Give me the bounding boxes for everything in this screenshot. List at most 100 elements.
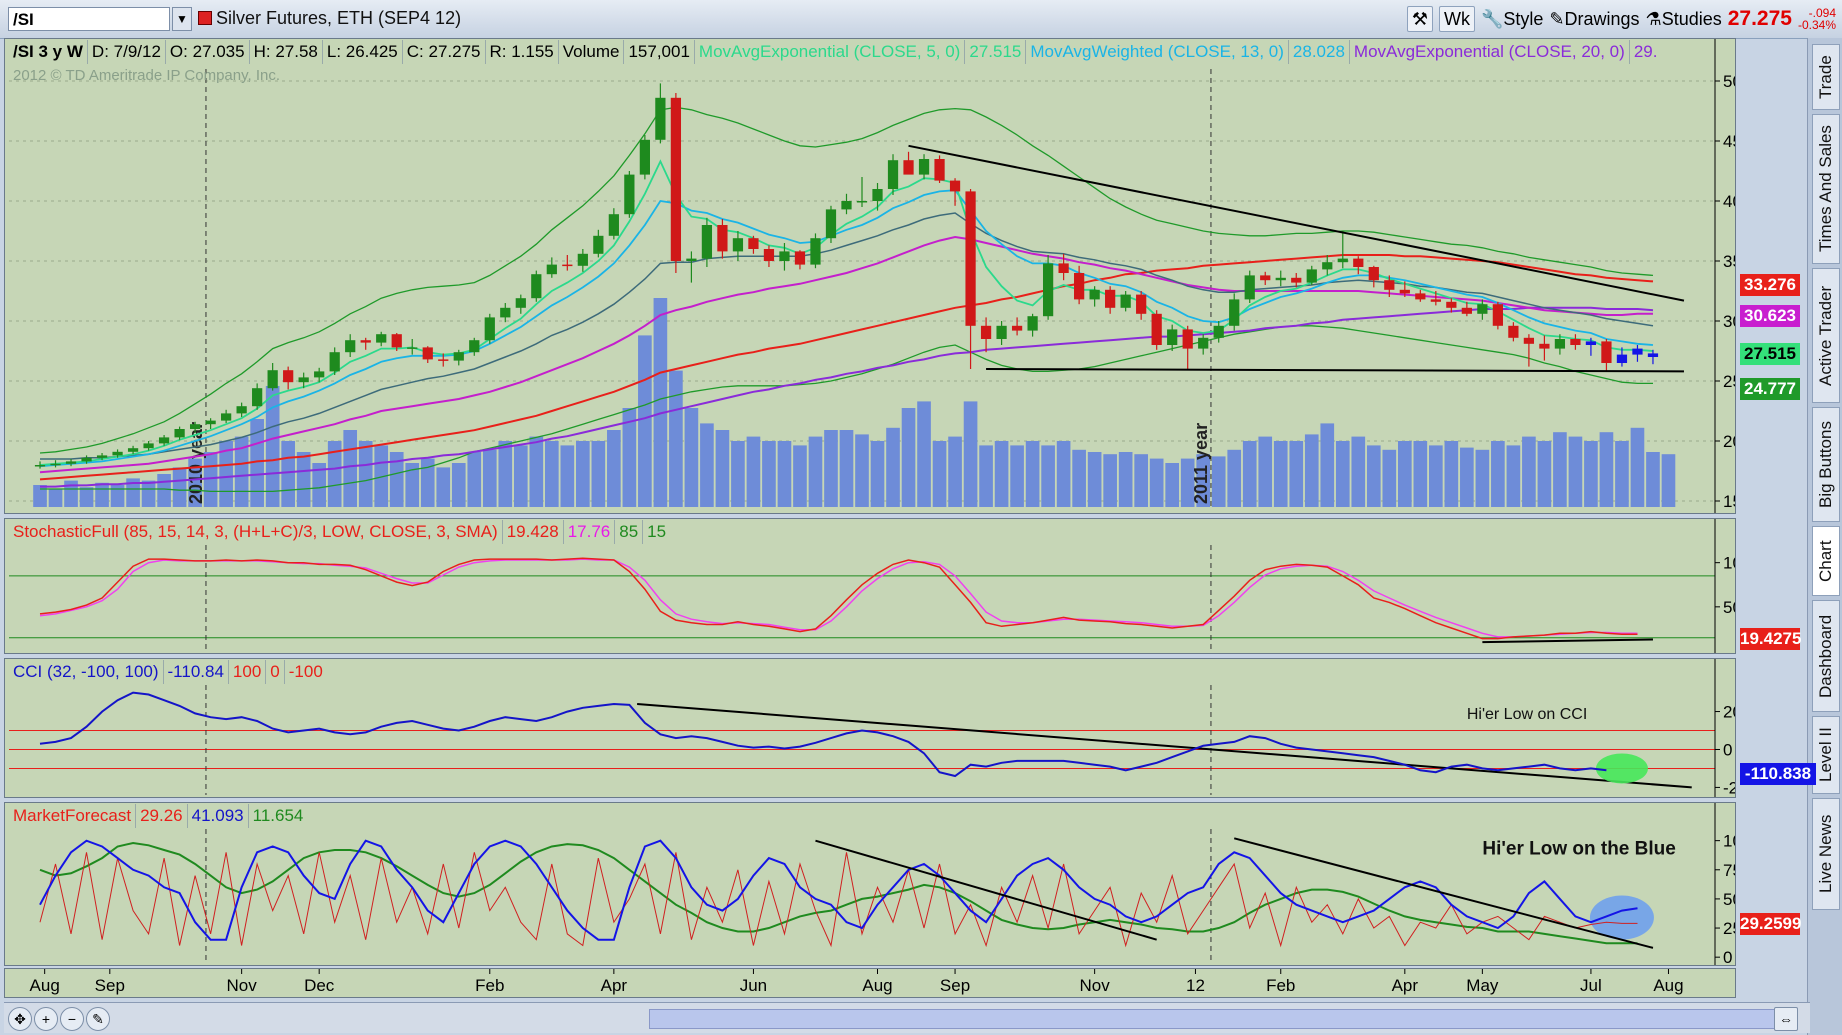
cci-value-1: -110.84 [164, 660, 229, 684]
drawing-tool-icon[interactable]: ✎ [86, 1007, 110, 1031]
candle-body [221, 413, 232, 421]
candle-body [500, 307, 511, 318]
cci-chart-svg[interactable]: Hi'er Low on CCI 200 0 -200 [5, 659, 1735, 797]
tools-icon[interactable]: ⚒ [1406, 6, 1433, 32]
symbol-input[interactable]: /SI [8, 7, 170, 31]
tab-live-news[interactable]: Live News [1812, 798, 1840, 910]
style-button[interactable]: 🔧Style [1480, 8, 1544, 29]
tab-trade[interactable]: Trade [1812, 44, 1840, 110]
candle-body [577, 253, 588, 266]
stoch-tick-label: 100 [1723, 554, 1735, 573]
candle-body [779, 251, 790, 261]
wma13-label[interactable]: MovAvgWeighted (CLOSE, 13, 0) [1026, 40, 1289, 64]
volume-bar [1320, 423, 1335, 507]
candle-body [794, 251, 806, 265]
pan-icon[interactable]: ✥ [8, 1007, 32, 1031]
mf-chart-svg[interactable]: Hi'er Low on the Blue 100 75 50 25 0 [5, 803, 1735, 965]
candle-body [438, 359, 449, 361]
ema20-label[interactable]: MovAvgExponential (CLOSE, 20, 0) [1350, 40, 1630, 64]
time-axis: Aug Sep Nov Dec Feb Apr Jun Aug Sep Nov 12 Feb Apr Ma… [4, 968, 1736, 998]
volume-bar [1646, 452, 1660, 507]
volume-bar [48, 489, 63, 507]
tab-level-ii[interactable]: Level II [1812, 716, 1840, 794]
zoom-out-icon[interactable]: − [60, 1007, 84, 1031]
candle-body [1011, 325, 1023, 331]
time-tick-label: Sep [940, 976, 970, 995]
tab-big-buttons[interactable]: Big Buttons [1812, 407, 1840, 522]
candle-body [236, 406, 247, 414]
volume-bar [1118, 452, 1133, 507]
candle-body [903, 160, 914, 175]
candle-body [1074, 273, 1085, 300]
volume-bar [653, 298, 668, 507]
candle-body [841, 201, 852, 210]
zoom-in-icon[interactable]: + [34, 1007, 58, 1031]
stoch-tick-label: 50 [1723, 598, 1735, 617]
candle-body [686, 258, 697, 261]
candle-body [1508, 325, 1519, 338]
scrollbar-thumb[interactable] [649, 1009, 1781, 1029]
ma-purple-line [40, 306, 1654, 488]
scroll-arrows-icon[interactable]: ⇔ [1774, 1007, 1798, 1031]
volume-bar [777, 441, 792, 507]
volume-bar [1056, 441, 1071, 507]
stoch-label[interactable]: StochasticFull (85, 15, 14, 3, (H+L+C)/3… [9, 520, 503, 544]
bollinger-lower-line [40, 325, 1653, 493]
stoch-chart-svg[interactable]: 50 100 [5, 519, 1735, 653]
tab-dashboard[interactable]: Dashboard [1812, 600, 1840, 712]
candle-body [1384, 280, 1395, 290]
volume-bar [265, 386, 280, 507]
tab-active-trader[interactable]: Active Trader [1812, 268, 1840, 403]
volume-bar [1196, 454, 1211, 507]
time-tick-label: Aug [1653, 976, 1683, 995]
time-tick-label: Apr [601, 976, 628, 995]
candle-body [546, 264, 557, 275]
stoch-d-line [39, 558, 1638, 638]
time-tick-label: Aug [862, 976, 892, 995]
studies-button[interactable]: ⚗Studies [1645, 8, 1722, 29]
chart-symbol-label[interactable]: /SI 3 y W [9, 40, 88, 64]
cci-label[interactable]: CCI (32, -100, 100) [9, 660, 164, 684]
volume-bar [1025, 441, 1040, 507]
price-trendline [908, 144, 1685, 302]
symbol-dropdown-button[interactable]: ▼ [172, 7, 192, 31]
time-tick-label: Apr [1392, 976, 1419, 995]
volume-bar [1460, 447, 1474, 507]
price-tick-label: 25 [1723, 372, 1735, 391]
candle-body [1275, 277, 1286, 281]
mf-label[interactable]: MarketForecast [9, 804, 137, 828]
change-pct: -0.34% [1797, 18, 1836, 32]
change-box: -.094 -0.34% [1798, 7, 1836, 31]
candle-body [825, 209, 837, 239]
volume-bar [1335, 441, 1350, 507]
drawings-button[interactable]: ✎Drawings [1549, 8, 1640, 29]
candle-body [391, 334, 402, 348]
volume-bar [420, 458, 435, 507]
volume-bar [1397, 441, 1412, 507]
candle-body [283, 370, 294, 383]
candle-body [298, 377, 309, 383]
candle-body [1120, 294, 1131, 308]
candle-body [1570, 339, 1581, 345]
chart-scrollbar[interactable]: ✥ + − ✎ ⇔ [4, 1002, 1810, 1033]
tab-times-and-sales[interactable]: Times And Sales [1812, 114, 1840, 264]
volume-bar [793, 445, 807, 507]
candle-body [887, 160, 899, 189]
tag-sma-magenta: 30.623 [1740, 305, 1800, 327]
tab-chart[interactable]: Chart [1812, 526, 1840, 596]
volume-label[interactable]: Volume [559, 40, 625, 64]
timeframe-button[interactable]: Wk [1438, 6, 1475, 32]
price-tick-label: 40 [1723, 192, 1735, 211]
volume-bar [482, 449, 497, 507]
candle-body [1539, 343, 1550, 349]
ema5-label[interactable]: MovAvgExponential (CLOSE, 5, 0) [695, 40, 966, 64]
link-color-icon[interactable] [198, 11, 212, 25]
candle-body [376, 334, 387, 343]
volume-bar [994, 441, 1009, 507]
symbol-description: Silver Futures, ETH (SEP4 12) [216, 8, 462, 28]
time-axis-svg[interactable]: Aug Sep Nov Dec Feb Apr Jun Aug Sep Nov 12 Feb Apr Ma… [5, 969, 1735, 997]
mf-green-line [39, 841, 1638, 945]
volume-bar [1010, 445, 1024, 507]
volume-bar [1242, 441, 1257, 507]
